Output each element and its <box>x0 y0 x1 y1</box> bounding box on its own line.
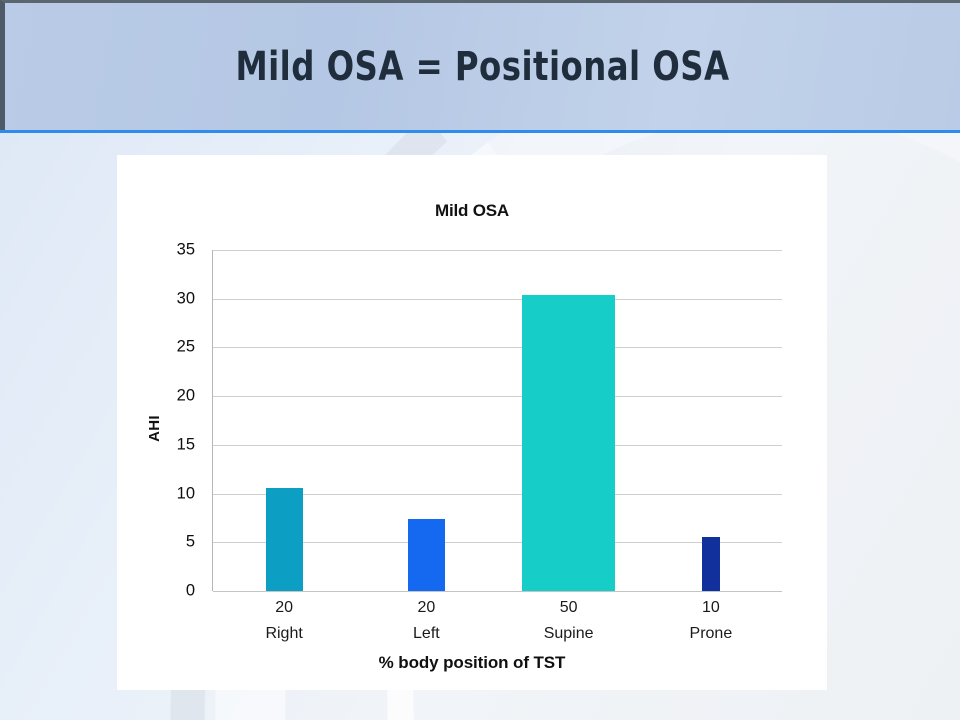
bar-left <box>407 518 445 591</box>
x-tick-percent: 20 <box>417 599 436 616</box>
gridline <box>213 542 782 544</box>
chart-panel: Mild OSA 0 5 10 15 20 25 30 35 AHI 20 Right 20 Lef… <box>117 155 827 690</box>
bar-prone <box>701 537 721 591</box>
gridline <box>213 493 782 495</box>
gridline <box>213 347 782 349</box>
bar-series <box>213 250 781 591</box>
x-tick-label: 20 Left <box>355 595 497 647</box>
gridline <box>213 396 782 398</box>
x-tick-label: 50 Supine <box>498 595 640 647</box>
gridline <box>213 444 782 446</box>
bar-right <box>265 487 303 591</box>
y-tick-label: 35 <box>176 240 195 259</box>
slide-header: Mild OSA = Positional OSA <box>0 0 960 130</box>
x-tick-percent: 20 <box>275 599 294 616</box>
x-tick-percent: 50 <box>559 599 578 616</box>
x-tick-position: Left <box>413 625 440 642</box>
gridline <box>213 250 782 251</box>
x-tick-position: Right <box>265 625 303 642</box>
y-tick-label: 5 <box>185 532 195 551</box>
header-divider <box>0 130 960 133</box>
x-tick-percent: 10 <box>701 599 720 616</box>
chart-title: Mild OSA <box>435 201 509 220</box>
y-tick-label: 20 <box>176 386 195 405</box>
plot-area <box>212 250 782 592</box>
bar-supine <box>522 294 615 591</box>
x-tick-label: 20 Right <box>213 595 355 647</box>
x-tick-position: Supine <box>543 625 594 642</box>
page-title: Mild OSA = Positional OSA <box>235 43 730 90</box>
y-tick-label: 30 <box>176 289 195 308</box>
y-tick-label: 0 <box>185 581 195 600</box>
y-tick-label: 15 <box>176 435 195 454</box>
x-tick-label: 10 Prone <box>640 595 782 647</box>
x-axis-title: % body position of TST <box>378 653 566 672</box>
gridline <box>213 591 782 592</box>
x-tick-position: Prone <box>689 625 733 642</box>
gridline <box>213 298 782 300</box>
y-axis-tick-labels: 0 5 10 15 20 25 30 35 <box>117 241 203 600</box>
x-axis-tick-labels: 20 Right 20 Left 50 Supine 10 Prone <box>213 595 781 655</box>
y-tick-label: 25 <box>176 337 195 356</box>
y-axis-title: AHI <box>145 415 163 442</box>
y-tick-label: 10 <box>176 484 195 503</box>
